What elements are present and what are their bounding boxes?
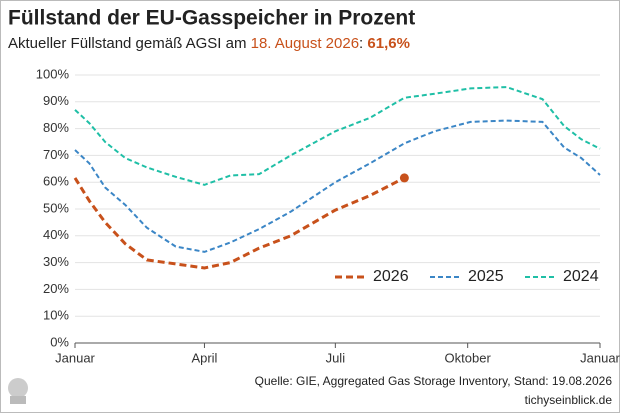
y-tick-label: 60%: [43, 174, 69, 189]
subtitle-prefix: Aktueller Füllstand gemäß AGSI am: [8, 35, 251, 52]
legend-label: 2025: [468, 268, 504, 285]
y-tick-label: 50%: [43, 200, 69, 215]
x-tick-label: April: [191, 350, 217, 365]
source: Quelle: GIE, Aggregated Gas Storage Inve…: [255, 374, 613, 388]
x-tick-label: Oktober: [445, 350, 492, 365]
subtitle-separator: :: [359, 35, 367, 52]
chart-subtitle: Aktueller Füllstand gemäß AGSI am 18. Au…: [8, 35, 410, 52]
subtitle-value: 61,6%: [367, 35, 410, 52]
subtitle-date: 18. August 2026: [251, 35, 359, 52]
y-tick-label: 80%: [43, 120, 69, 135]
series-line: [74, 119, 601, 253]
y-tick-label: 40%: [43, 227, 69, 242]
legend-label: 2026: [373, 268, 409, 285]
site: tichyseinblick.de: [525, 393, 613, 407]
series-line: [74, 86, 601, 186]
x-tick-label: Januar: [580, 350, 620, 365]
y-tick-label: 90%: [43, 93, 69, 108]
series-line: [73, 176, 406, 270]
x-tick-label: Juli: [326, 350, 346, 365]
logo: [8, 378, 28, 404]
y-tick-label: 20%: [43, 281, 69, 296]
y-tick-label: 10%: [43, 308, 69, 323]
legend-label: 2024: [563, 268, 599, 285]
y-tick-label: 100%: [36, 66, 70, 81]
chart-title: Füllstand der EU-Gasspeicher in Prozent: [8, 7, 415, 30]
y-tick-label: 30%: [43, 254, 69, 269]
end-marker: [399, 173, 409, 183]
x-tick-label: Januar: [55, 350, 95, 365]
y-tick-label: 0%: [50, 334, 69, 349]
y-tick-label: 70%: [43, 147, 69, 162]
